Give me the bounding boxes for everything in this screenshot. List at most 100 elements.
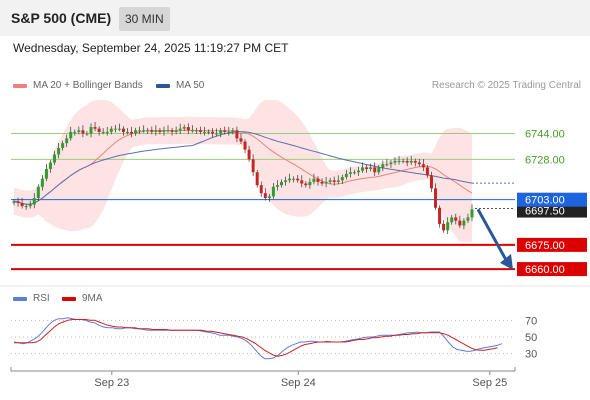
candle: [446, 217, 450, 235]
candle-body: [417, 162, 421, 165]
candle-body: [65, 138, 69, 144]
rsi-line: [13, 317, 503, 360]
candle-body: [211, 131, 215, 134]
candle: [146, 127, 150, 134]
candle-body: [81, 130, 85, 134]
candle: [434, 183, 438, 211]
candle-body: [170, 130, 174, 132]
candle: [409, 155, 413, 165]
candle: [239, 133, 243, 144]
candle: [85, 131, 89, 136]
candle: [308, 178, 312, 189]
candle-body: [373, 167, 377, 173]
candle-body: [348, 172, 352, 174]
candle-body: [470, 209, 474, 218]
candle: [438, 205, 442, 228]
level-label-6675-text: 6675.00: [525, 240, 565, 252]
candle-body: [434, 188, 438, 208]
candle-body: [113, 128, 117, 130]
candle-body: [239, 138, 243, 142]
candle: [198, 126, 202, 135]
candle: [117, 123, 121, 132]
candle: [93, 122, 97, 132]
candle: [48, 160, 52, 173]
candle-body: [454, 217, 458, 221]
candle: [275, 180, 279, 191]
candle-body: [190, 130, 194, 132]
candle-body: [243, 141, 247, 150]
candle: [442, 220, 446, 233]
x-label-Sep-24: Sep 24: [281, 377, 316, 389]
candle: [105, 126, 109, 136]
candle-body: [413, 160, 417, 163]
candle-body: [259, 185, 263, 194]
candle: [24, 203, 28, 210]
last-price-label-box: [517, 203, 587, 218]
candle: [373, 162, 377, 176]
candle: [385, 159, 389, 167]
candle-body: [421, 164, 425, 168]
candle-body: [182, 127, 186, 129]
candle-body: [401, 160, 405, 162]
forecast-arrow-head: [500, 253, 513, 270]
level-label-6675: 6675.00: [517, 237, 587, 252]
candle-body: [320, 181, 324, 184]
candle: [215, 128, 219, 136]
candle: [369, 163, 373, 172]
candle-body: [393, 160, 397, 163]
candle-body: [194, 130, 198, 132]
candle-body: [40, 178, 44, 187]
candle-body: [57, 148, 61, 155]
candle-body: [255, 172, 259, 186]
candle-body: [389, 162, 393, 165]
x-label-Sep-25: Sep 25: [472, 377, 507, 389]
candle: [69, 126, 73, 141]
candle: [211, 128, 215, 138]
candle-body: [271, 186, 275, 197]
candle: [73, 129, 77, 136]
candle-body: [365, 167, 369, 170]
candle: [57, 143, 61, 159]
candle-body: [267, 196, 271, 199]
candle: [134, 127, 138, 136]
rsi-swatch: [13, 296, 27, 301]
level-label-6728: 6728.00: [525, 154, 565, 166]
candle-body: [130, 131, 134, 134]
ma50-swatch: [156, 83, 170, 88]
level-label-6703-text: 6703.00: [525, 195, 565, 207]
candle-body: [12, 201, 16, 203]
legend-rsi: RSI: [13, 293, 50, 304]
candle-body: [300, 180, 304, 184]
candle-body: [328, 180, 332, 182]
candle-body: [61, 143, 65, 149]
candle: [130, 126, 134, 138]
legend-rsi-label: RSI: [33, 293, 50, 304]
candle: [450, 215, 454, 225]
candle: [348, 167, 352, 178]
last-price-label-text: 6697.50: [525, 206, 565, 218]
candle-body: [336, 180, 340, 182]
legend-9ma: 9MA: [62, 293, 103, 304]
candle: [377, 164, 381, 175]
candle-body: [312, 178, 316, 182]
candle: [227, 126, 231, 136]
level-label-6660-text: 6660.00: [525, 264, 565, 276]
candle-body: [154, 130, 158, 132]
candle: [304, 181, 308, 188]
candle-body: [284, 180, 288, 182]
candle: [417, 158, 421, 167]
candle-body: [247, 149, 251, 160]
candle: [466, 213, 470, 224]
candle: [320, 178, 324, 186]
candle: [190, 125, 194, 133]
timeframe-button[interactable]: 30 MIN: [119, 7, 170, 31]
candle-body: [146, 130, 150, 132]
candle-body: [409, 160, 413, 163]
candle-body: [219, 130, 223, 134]
candle: [194, 127, 198, 134]
candle: [28, 200, 32, 209]
candle-body: [150, 130, 154, 132]
candle-body: [142, 130, 146, 132]
candle-body: [235, 130, 239, 139]
